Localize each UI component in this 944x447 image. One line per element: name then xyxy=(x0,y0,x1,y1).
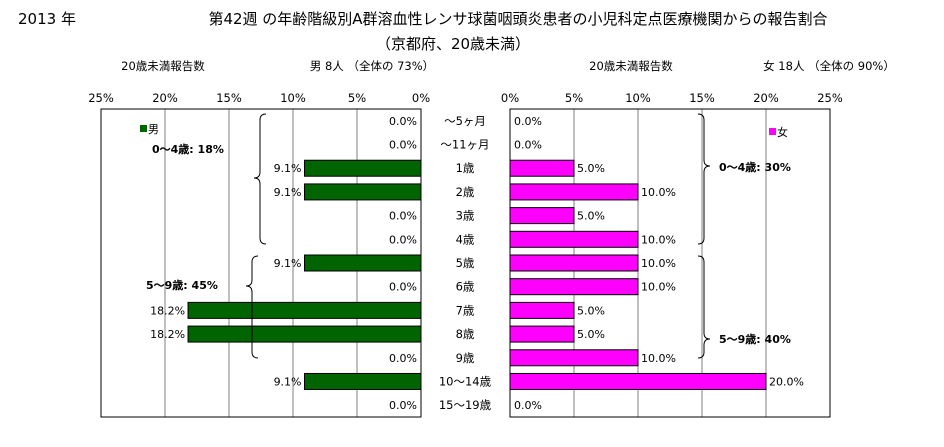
female-bar xyxy=(509,349,639,367)
female-legend-label: 女 xyxy=(777,125,788,139)
female-tick-label: 5% xyxy=(565,91,583,105)
female-data-label: 10.0% xyxy=(641,186,676,199)
female-tick-label: 10% xyxy=(625,91,651,105)
female-bars xyxy=(509,159,767,390)
female-count-label: 20歳未満報告数 xyxy=(589,59,673,73)
female-bar xyxy=(509,254,639,272)
female-data-label: 10.0% xyxy=(641,233,676,246)
female-data-label: 10.0% xyxy=(641,352,676,365)
female-bar xyxy=(509,372,767,390)
male-data-label: 18.2% xyxy=(150,304,185,317)
chart-subtitle: （京都府、20歳未満） xyxy=(376,35,530,53)
male-group-5-9-label: 5～9歳: 45% xyxy=(146,278,218,292)
male-summary: 男 8人 （全体の 73%） xyxy=(310,59,434,73)
category-label: 7歳 xyxy=(456,303,475,317)
category-label: 8歳 xyxy=(456,327,475,341)
male-data-label: 0.0% xyxy=(389,210,417,223)
category-label: 10～14歳 xyxy=(439,374,492,388)
male-data-label: 0.0% xyxy=(389,139,417,152)
female-data-label: 10.0% xyxy=(641,281,676,294)
female-bar xyxy=(509,159,575,177)
female-data-labels: 0.0% 0.0% 5.0% 10.0% 5.0% 10.0% 10.0% 10.0% 5.0%… xyxy=(514,115,804,412)
female-group-0-4-label: 0～4歳: 30% xyxy=(719,160,791,174)
category-label: 4歳 xyxy=(456,232,475,246)
male-data-label: 9.1% xyxy=(274,162,302,175)
female-data-label: 0.0% xyxy=(514,115,542,128)
male-group-bracket-5-9 xyxy=(245,255,259,359)
female-data-label: 5.0% xyxy=(577,210,605,223)
female-bar xyxy=(509,325,575,343)
male-legend-swatch xyxy=(140,125,147,132)
female-data-label: 0.0% xyxy=(514,139,542,152)
male-data-label: 0.0% xyxy=(389,115,417,128)
male-bar xyxy=(304,159,422,177)
female-data-label: 20.0% xyxy=(769,375,804,388)
male-bar xyxy=(304,372,422,390)
female-tick-label: 0% xyxy=(501,91,519,105)
male-tick-label: 10% xyxy=(280,91,306,105)
male-axis-ticks: 0% 5% 10% 15% 20% 25% xyxy=(88,91,430,105)
male-data-label: 0.0% xyxy=(389,352,417,365)
female-bar xyxy=(509,278,639,296)
female-tick-label: 20% xyxy=(753,91,779,105)
female-axis-ticks: 0% 5% 10% 15% 20% 25% xyxy=(501,91,843,105)
male-data-label: 9.1% xyxy=(274,186,302,199)
male-group-bracket-0-4 xyxy=(253,113,267,245)
male-tick-label: 5% xyxy=(348,91,366,105)
category-label: 1歳 xyxy=(456,161,475,175)
male-count-label: 20歳未満報告数 xyxy=(121,59,205,73)
female-data-label: 5.0% xyxy=(577,162,605,175)
male-tick-label: 0% xyxy=(412,91,430,105)
male-bar xyxy=(187,301,422,319)
female-tick-label: 15% xyxy=(689,91,715,105)
category-label: 6歳 xyxy=(456,280,475,294)
category-label: ～11ヶ月 xyxy=(440,138,489,152)
category-label: 2歳 xyxy=(456,185,475,199)
category-label: 9歳 xyxy=(456,351,475,365)
male-legend-label: 男 xyxy=(148,123,159,136)
female-data-label: 0.0% xyxy=(514,399,542,412)
female-bar xyxy=(509,301,575,319)
male-bar xyxy=(187,325,422,343)
male-data-label: 9.1% xyxy=(274,257,302,270)
female-bar xyxy=(509,183,639,201)
male-data-label: 0.0% xyxy=(389,399,417,412)
male-data-label: 0.0% xyxy=(389,233,417,246)
male-tick-label: 15% xyxy=(216,91,242,105)
female-summary: 女 18人 （全体の 90%） xyxy=(763,59,895,73)
male-group-0-4-label: 0～4歳: 18% xyxy=(152,142,224,156)
female-bar xyxy=(509,230,639,248)
male-data-label: 9.1% xyxy=(274,375,302,388)
male-bars xyxy=(187,159,422,390)
category-label: 5歳 xyxy=(456,256,475,270)
female-data-label: 5.0% xyxy=(577,328,605,341)
male-bar xyxy=(304,254,422,272)
male-data-label: 0.0% xyxy=(389,281,417,294)
category-labels: ～5ヶ月 ～11ヶ月 1歳 2歳 3歳 4歳 5歳 6歳 7歳 8歳 9歳 10～14歳 15～19歳 xyxy=(439,114,492,412)
female-tick-label: 25% xyxy=(817,91,843,105)
year-label: 2013 年 xyxy=(18,10,76,28)
female-bar xyxy=(509,207,575,225)
female-data-label: 5.0% xyxy=(577,304,605,317)
chart-title: 第42週 の年齢階級別A群溶血性レンサ球菌咽頭炎患者の小児科定点医療機関からの報… xyxy=(208,10,827,28)
category-label: ～5ヶ月 xyxy=(444,114,486,128)
male-tick-label: 25% xyxy=(88,91,114,105)
female-legend-swatch xyxy=(769,128,776,135)
male-data-labels: 0.0% 0.0% 9.1% 9.1% 0.0% 0.0% 9.1% 0.0% 18.2% 18.… xyxy=(150,115,417,412)
female-group-bracket-0-4 xyxy=(697,113,711,245)
female-data-label: 10.0% xyxy=(641,257,676,270)
male-data-label: 18.2% xyxy=(150,328,185,341)
female-group-5-9-label: 5～9歳: 40% xyxy=(719,332,791,346)
category-label: 15～19歳 xyxy=(439,398,492,412)
male-bar xyxy=(304,183,422,201)
female-group-bracket-5-9 xyxy=(697,255,711,359)
male-tick-label: 20% xyxy=(152,91,178,105)
category-label: 3歳 xyxy=(456,209,475,223)
